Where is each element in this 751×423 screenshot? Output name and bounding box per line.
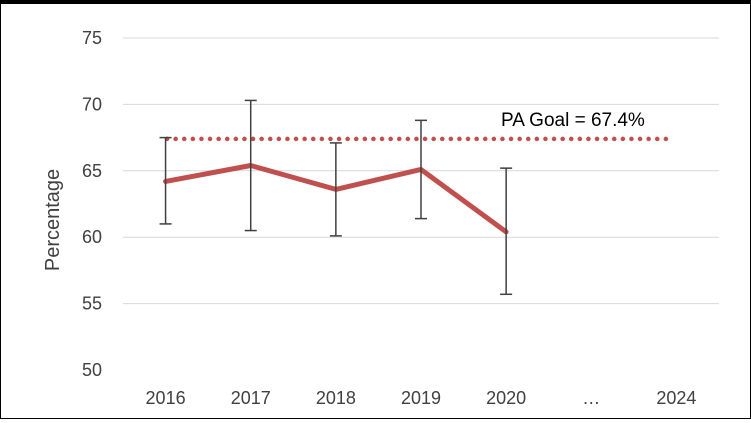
y-tick-label: 50 [82,360,102,380]
y-tick-labels: 50 55 60 65 70 75 [82,28,102,380]
y-tick-label: 55 [82,294,102,314]
x-tick-label: 2024 [656,388,696,408]
x-tick-label: 2020 [486,388,526,408]
y-tick-label: 75 [82,28,102,48]
x-tick-label: … [582,388,600,408]
y-tick-label: 70 [82,94,102,114]
x-tick-label: 2017 [231,388,271,408]
x-tick-labels: 2016 2017 2018 2019 2020 … 2024 [146,388,697,408]
x-tick-label: 2018 [316,388,356,408]
line-chart: 50 55 60 65 70 75 2016 2017 2018 2019 2020 … 2024 P… [1,4,751,423]
reference-line-label: PA Goal = 67.4% [501,110,645,131]
y-tick-label: 65 [82,161,102,181]
y-axis-title: Percentage [42,169,64,271]
x-tick-label: 2019 [401,388,441,408]
reference-line-group: PA Goal = 67.4% [167,110,671,139]
y-tick-label: 60 [82,227,102,247]
x-tick-label: 2016 [146,388,186,408]
